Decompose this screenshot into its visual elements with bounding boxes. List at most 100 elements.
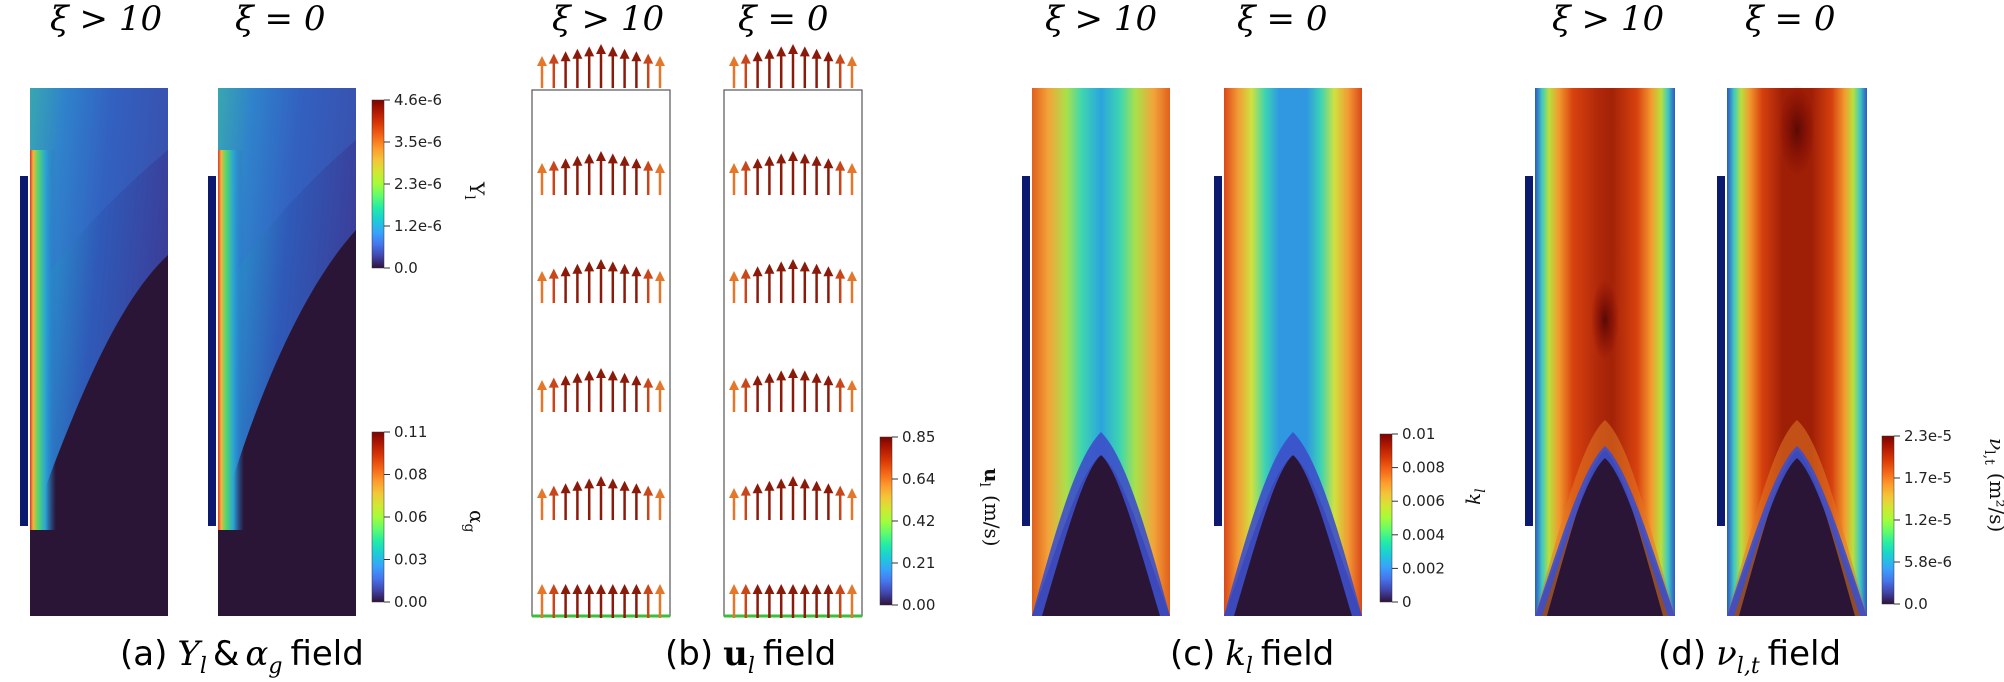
caption-a: (a) Yl & αg field [120, 634, 364, 679]
velocity-arrow-head [560, 584, 571, 594]
velocity-arrow-head [799, 261, 810, 272]
velocity-arrow-head [560, 158, 571, 169]
velocity-arrow-head [847, 380, 857, 390]
colorbar-tick-label: 0.42 [902, 512, 935, 530]
colorbar-tick-label: 0.00 [394, 593, 427, 611]
velocity-arrow-head [835, 485, 846, 496]
velocity-arrow-head [537, 584, 547, 594]
velocity-arrow-head [799, 478, 810, 489]
velocity-arrow-head [811, 372, 822, 383]
colorbar-tick-label: 1.7e-5 [1904, 469, 1952, 487]
velocity-arrow-head [560, 375, 571, 386]
velocity-arrow-head [631, 584, 642, 594]
velocity-arrow-head [572, 155, 583, 166]
colorbar-a-alphag-bar [371, 431, 385, 603]
colorbar-tick-label: 0.08 [394, 466, 427, 484]
velocity-arrow-head [537, 271, 547, 281]
velocity-arrow-head [788, 259, 798, 269]
velocity-arrow-head [560, 51, 571, 62]
velocity-arrow-head [776, 584, 787, 594]
velocity-arrow-head [560, 483, 571, 494]
velocity-arrow-head [823, 51, 834, 62]
velocity-arrow-head [823, 584, 834, 594]
velocity-arrow-head [752, 266, 763, 277]
velocity-arrow-head [643, 584, 654, 594]
colorbar-b-ul-title: ul(m/s) [976, 468, 1004, 547]
velocity-arrow-head [729, 488, 739, 498]
velocity-arrow-head [584, 153, 595, 164]
panel-d-contour-xi-eq-0 [1717, 85, 1867, 616]
velocity-arrow-head [619, 480, 630, 491]
colorbar-tick-label: 2.3e-5 [1904, 427, 1952, 445]
velocity-arrow-head [572, 480, 583, 491]
colorbar-tick-label: 0.004 [1402, 526, 1445, 544]
panel-b-velocity-vectors-xi-gt-10 [537, 44, 665, 618]
colorbar-tick-label: 0.03 [394, 551, 427, 569]
colorbar-tick-label: 0.00 [902, 596, 935, 614]
velocity-arrow-head [537, 380, 547, 390]
caption-d: (d) νl,t field [1658, 634, 1841, 679]
velocity-arrow-head [596, 584, 606, 594]
velocity-arrow-head [596, 151, 606, 161]
velocity-arrow-head [776, 153, 787, 164]
velocity-arrow-head [788, 368, 798, 378]
velocity-arrow-head [596, 476, 606, 486]
velocity-arrow-head [548, 53, 559, 64]
velocity-arrow-head [847, 271, 857, 281]
velocity-arrow-head [584, 478, 595, 489]
velocity-arrow-head [729, 56, 739, 66]
velocity-arrow-head [811, 584, 822, 594]
velocity-arrow-head [643, 160, 654, 171]
colorbar-c-kl: 0.01 0.008 0.006 0.004 0.002 0 kl [1379, 425, 1489, 611]
velocity-arrow-head [548, 377, 559, 388]
velocity-arrow-head [548, 160, 559, 171]
velocity-arrow-head [596, 44, 606, 54]
velocity-arrow-head [607, 261, 618, 272]
velocity-arrow-head [764, 155, 775, 166]
panel-b-velocity-vectors-xi-eq-0 [729, 44, 857, 618]
panel-a: 4.6e-63.5e-62.3e-61.2e-60.0 Yl 0.110.080… [20, 88, 489, 679]
column-headers: ξ > 10 ξ = 0 ξ > 10 ξ = 0 ξ > 10 ξ = 0 ξ… [50, 0, 1835, 39]
velocity-arrow-head [799, 370, 810, 381]
velocity-arrow-head [847, 56, 857, 66]
velocity-arrow-head [655, 488, 665, 498]
velocity-arrow-head [764, 372, 775, 383]
colorbar-tick-label: 0 [1402, 593, 1412, 611]
caption-b: (b) ul field [665, 634, 836, 679]
velocity-arrow-head [548, 584, 559, 594]
colorbar-tick-label: 0.0 [394, 259, 418, 277]
colorbar-tick-label: 0.006 [1402, 492, 1445, 510]
velocity-arrow-head [631, 483, 642, 494]
velocity-arrow-head [811, 48, 822, 59]
velocity-arrow-head [752, 584, 763, 594]
velocity-arrow-head [584, 584, 595, 594]
colorbar-tick-label: 0.06 [394, 508, 427, 526]
colorbar-b-ul: 0.85 0.64 0.42 0.21 0.00 ul(m/s) [879, 428, 1004, 614]
panel-a-contour-xi-eq-0 [208, 88, 356, 616]
colorbar-tick-label: 0.85 [902, 428, 935, 446]
panel-d: 2.3e-5 1.7e-5 1.2e-5 5.8e-6 0.0 νl,t(m²/s) (… [1525, 85, 2004, 679]
velocity-arrow-head [740, 485, 751, 496]
velocity-arrow-head [835, 584, 846, 594]
colorbar-a-alphag: 0.11 0.08 0.06 0.03 0.00 αg [371, 423, 489, 611]
velocity-arrow-head [799, 584, 810, 594]
velocity-arrow-head [847, 163, 857, 173]
velocity-arrow-head [752, 375, 763, 386]
velocity-arrow-head [729, 163, 739, 173]
velocity-arrow-head [729, 380, 739, 390]
velocity-arrow-head [619, 263, 630, 274]
velocity-arrow-head [537, 488, 547, 498]
colorbar-c-kl-bar [1379, 433, 1393, 603]
header-c-1: ξ > 10 [1045, 0, 1157, 39]
velocity-arrow-head [764, 480, 775, 491]
velocity-arrow-head [607, 478, 618, 489]
caption-c: (c) kl field [1170, 634, 1334, 679]
colorbar-tick-label: 0.008 [1402, 459, 1445, 477]
velocity-arrow-head [572, 584, 583, 594]
colorbar-tick-label: 3.5e-6 [394, 133, 442, 151]
velocity-arrow-head [740, 377, 751, 388]
velocity-arrow-head [764, 48, 775, 59]
velocity-arrow-head [823, 375, 834, 386]
panel-c-contour-xi-eq-0 [1214, 88, 1362, 616]
header-a-2: ξ = 0 [235, 0, 325, 39]
